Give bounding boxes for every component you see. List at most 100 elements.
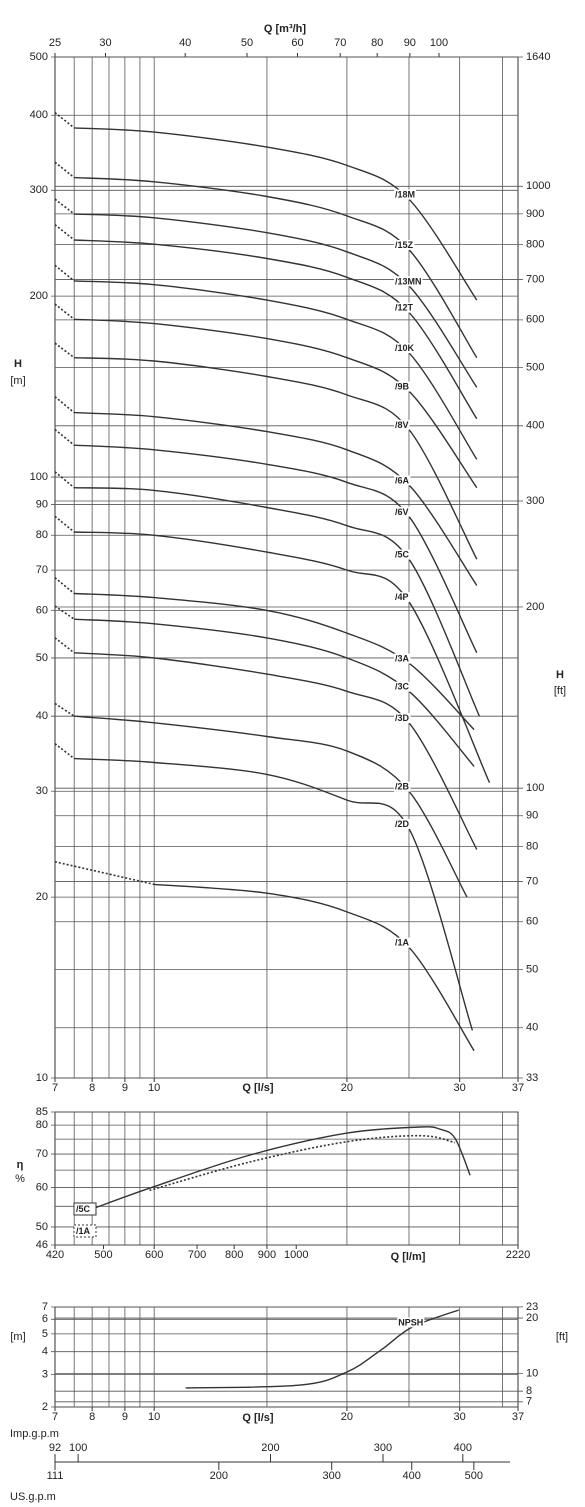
y2-tick-label: 300 bbox=[526, 495, 544, 507]
x-tick-label: 600 bbox=[145, 1249, 163, 1261]
curve bbox=[154, 883, 475, 1052]
series-label: /1A bbox=[395, 938, 410, 948]
y2-tick-label: 500 bbox=[526, 361, 544, 373]
y2-tick-label: 80 bbox=[526, 840, 538, 852]
curve-dotted bbox=[54, 224, 75, 241]
series-label: /10K bbox=[395, 343, 415, 353]
x-label: Q [l/s] bbox=[242, 1412, 274, 1424]
curve bbox=[94, 1126, 471, 1209]
x-tick-label: 900 bbox=[258, 1249, 276, 1261]
y2-tick-label: 90 bbox=[526, 810, 538, 822]
flow-scales: Imp.g.p.m 92 100 200 300 400 US.g.p.m 111 200 300… bbox=[10, 1428, 510, 1503]
legend-box bbox=[73, 1202, 97, 1216]
curve-dotted bbox=[54, 264, 75, 282]
plot-frame bbox=[54, 1306, 519, 1408]
y-unit: [m] bbox=[10, 375, 25, 387]
legend-label: /5C bbox=[76, 1204, 91, 1214]
curve bbox=[74, 444, 478, 654]
curve bbox=[74, 715, 468, 898]
series-label: /12T bbox=[395, 303, 414, 313]
y2-tick-label: 23 bbox=[526, 1301, 538, 1313]
y-tick-label: 70 bbox=[36, 564, 48, 576]
x-tick-label: 800 bbox=[225, 1249, 243, 1261]
curve bbox=[74, 411, 478, 586]
y-tick-label: 7 bbox=[42, 1301, 48, 1313]
y-label: η bbox=[17, 1159, 24, 1171]
y2-tick-label: 800 bbox=[526, 239, 544, 251]
label-bg bbox=[393, 189, 416, 200]
series-label: /6V bbox=[395, 507, 409, 517]
y2-tick-label: 8 bbox=[526, 1385, 532, 1397]
x-tick-label: 700 bbox=[188, 1249, 206, 1261]
y-tick-label: 300 bbox=[30, 184, 48, 196]
y-tick-label: 90 bbox=[36, 498, 48, 510]
y-tick-label: 100 bbox=[30, 471, 48, 483]
series-label: /2D bbox=[395, 819, 410, 829]
curve-dotted bbox=[54, 342, 75, 359]
label-bg bbox=[393, 937, 411, 948]
x-tick-label: 9 bbox=[122, 1411, 128, 1423]
y2-label: H bbox=[556, 669, 564, 681]
y2-tick-label: 700 bbox=[526, 273, 544, 285]
y-tick-label: 80 bbox=[36, 529, 48, 541]
curve-dotted bbox=[54, 515, 75, 533]
label-bg bbox=[393, 653, 411, 664]
y2-tick-label: 40 bbox=[526, 1022, 538, 1034]
x-tick-label: 10 bbox=[148, 1411, 160, 1423]
curve-dotted bbox=[54, 577, 75, 595]
x-tick-label: 20 bbox=[341, 1082, 353, 1094]
curve-dotted bbox=[54, 303, 75, 320]
x-tick-label: 30 bbox=[454, 1082, 466, 1094]
y-tick-label: 20 bbox=[36, 891, 48, 903]
x-tick-label: 7 bbox=[52, 1082, 58, 1094]
curve-dotted bbox=[54, 702, 75, 717]
curve bbox=[74, 127, 478, 301]
curve-dotted bbox=[54, 111, 75, 129]
series-label: /9B bbox=[395, 381, 410, 391]
curve-dotted bbox=[54, 471, 75, 489]
y-tick-label: 2 bbox=[42, 1401, 48, 1413]
curve-dotted bbox=[54, 861, 155, 886]
scale-tick-label: 200 bbox=[210, 1470, 228, 1482]
scale-tick-label: 400 bbox=[403, 1470, 421, 1482]
y-tick-label: 40 bbox=[36, 710, 48, 722]
y-tick-label: 60 bbox=[36, 1181, 48, 1193]
scale-tick-label: 200 bbox=[261, 1442, 279, 1454]
x-tick-label: 20 bbox=[341, 1411, 353, 1423]
series-label: /3A bbox=[395, 654, 410, 664]
x2-tick-label: 100 bbox=[430, 37, 448, 49]
y-tick-label: 400 bbox=[30, 109, 48, 121]
y-tick-label: 30 bbox=[36, 785, 48, 797]
curve-dotted bbox=[54, 198, 75, 215]
x-tick-label: 7 bbox=[52, 1411, 58, 1423]
label-bg bbox=[393, 343, 416, 354]
label-bg bbox=[393, 549, 411, 560]
series-label: /3C bbox=[395, 682, 410, 692]
series-label: /2B bbox=[395, 782, 410, 792]
curve bbox=[74, 239, 478, 420]
series-label: /8V bbox=[395, 420, 409, 430]
y2-tick-label: 10 bbox=[526, 1367, 538, 1379]
curve-dotted bbox=[54, 161, 75, 179]
x-tick-label: 500 bbox=[94, 1249, 112, 1261]
series-label: /6A bbox=[395, 475, 410, 485]
x2-tick-label: 25 bbox=[49, 37, 61, 49]
label-bg bbox=[393, 818, 411, 829]
label-bg bbox=[393, 681, 411, 692]
y2-tick-label: 60 bbox=[526, 916, 538, 928]
label-bg bbox=[393, 276, 423, 287]
x2-tick-label: 80 bbox=[371, 37, 383, 49]
curve-dotted bbox=[54, 605, 75, 620]
y-label: H bbox=[14, 358, 22, 370]
x-tick-label: 10 bbox=[148, 1082, 160, 1094]
curve bbox=[74, 592, 475, 731]
series-label: /15Z bbox=[395, 240, 414, 250]
curve bbox=[74, 318, 478, 489]
scale-tick-label: 92 bbox=[49, 1442, 61, 1454]
x-label: Q [l/m] bbox=[391, 1251, 426, 1263]
y2-unit: [ft] bbox=[556, 1331, 568, 1343]
x-tick-label: 37 bbox=[512, 1411, 524, 1423]
curve-dotted bbox=[149, 1134, 456, 1192]
y-tick-label: 4 bbox=[42, 1346, 48, 1358]
